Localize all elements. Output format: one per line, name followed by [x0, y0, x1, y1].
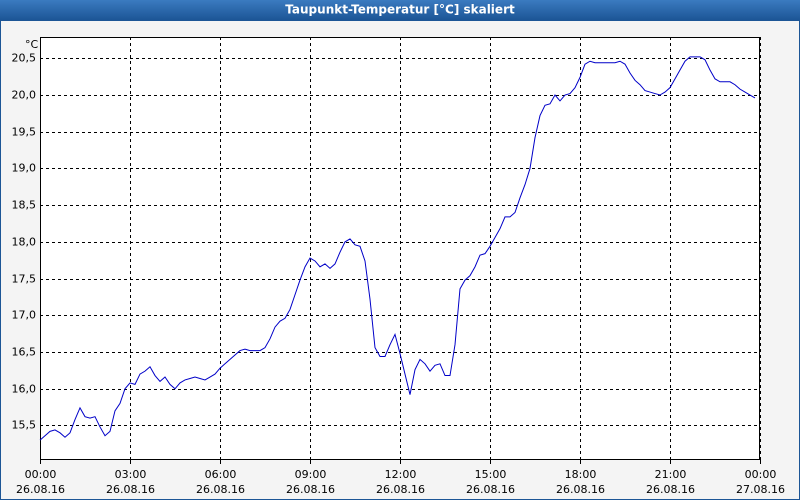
y-tick-label: 19,5 — [12, 126, 37, 139]
chart-title: Taupunkt-Temperatur [°C] skaliert — [285, 3, 515, 17]
x-tick-label: 03:00 — [115, 468, 147, 481]
x-tick-date: 26.08.16 — [466, 483, 515, 496]
x-tick-label: 21:00 — [655, 468, 687, 481]
x-tick-label: 06:00 — [205, 468, 237, 481]
x-tick-label: 09:00 — [295, 468, 327, 481]
x-tick-date: 26.08.16 — [106, 483, 155, 496]
x-tick-label: 00:00 — [745, 468, 777, 481]
x-tick-date: 26.08.16 — [556, 483, 605, 496]
x-tick-date: 26.08.16 — [376, 483, 425, 496]
x-tick-date: 27.08.16 — [736, 483, 785, 496]
y-tick-label: 19,0 — [12, 162, 37, 175]
y-tick-label: 18,5 — [12, 199, 37, 212]
y-tick-label: 15,5 — [12, 419, 37, 432]
x-tick-date: 26.08.16 — [646, 483, 695, 496]
y-tick-label: 20,0 — [12, 89, 37, 102]
x-tick-label: 18:00 — [565, 468, 597, 481]
x-tick-label: 12:00 — [385, 468, 417, 481]
y-axis-label: °C — [25, 38, 39, 51]
y-tick-label: 18,0 — [12, 236, 37, 249]
title-bar — [0, 0, 800, 20]
y-tick-label: 17,5 — [12, 273, 37, 286]
x-tick-label: 15:00 — [475, 468, 507, 481]
y-tick-label: 17,0 — [12, 309, 37, 322]
plot-border — [40, 37, 760, 460]
x-tick-date: 26.08.16 — [16, 483, 65, 496]
y-tick-label: 16,5 — [12, 346, 37, 359]
x-tick-date: 26.08.16 — [286, 483, 335, 496]
data-line — [39, 56, 756, 441]
x-tick-date: 26.08.16 — [196, 483, 245, 496]
y-tick-label: 20,5 — [12, 52, 37, 65]
x-tick-label: 00:00 — [25, 468, 57, 481]
y-tick-label: 16,0 — [12, 383, 37, 396]
